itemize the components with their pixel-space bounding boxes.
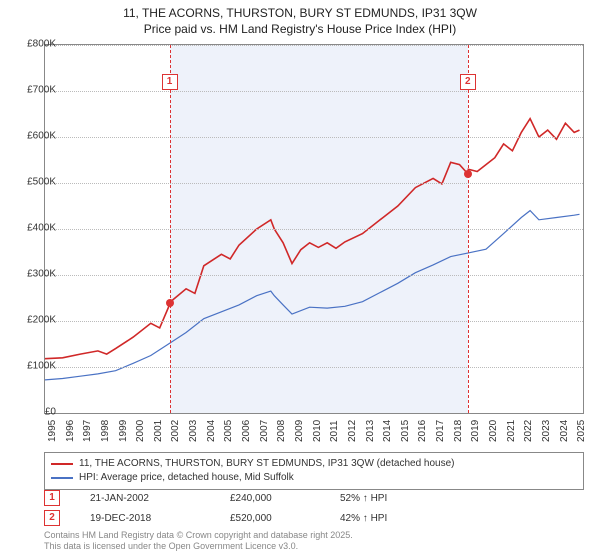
y-axis-label: £400K bbox=[27, 223, 56, 234]
sale-vline-1 bbox=[170, 45, 171, 413]
x-axis-label: 2001 bbox=[153, 420, 164, 442]
gridline-h bbox=[45, 137, 583, 138]
title-line2: Price paid vs. HM Land Registry's House … bbox=[0, 22, 600, 36]
y-axis-label: £500K bbox=[27, 177, 56, 188]
x-axis-label: 2020 bbox=[488, 420, 499, 442]
gridline-h bbox=[45, 367, 583, 368]
legend-swatch bbox=[51, 477, 73, 479]
x-axis-label: 2011 bbox=[329, 420, 340, 442]
x-axis-label: 2000 bbox=[135, 420, 146, 442]
x-axis-label: 2019 bbox=[470, 420, 481, 442]
x-axis-label: 2010 bbox=[312, 420, 323, 442]
x-axis-label: 1998 bbox=[100, 420, 111, 442]
x-axis-label: 2007 bbox=[259, 420, 270, 442]
legend-item: HPI: Average price, detached house, Mid … bbox=[51, 471, 577, 485]
x-axis-label: 2022 bbox=[523, 420, 534, 442]
sale-date: 19-DEC-2018 bbox=[90, 513, 200, 524]
sale-dot-1 bbox=[166, 299, 174, 307]
x-axis-label: 2017 bbox=[435, 420, 446, 442]
legend-swatch bbox=[51, 463, 73, 465]
sale-row-marker: 1 bbox=[44, 490, 60, 506]
footer-line2: This data is licensed under the Open Gov… bbox=[44, 541, 353, 552]
x-axis-label: 1999 bbox=[118, 420, 129, 442]
gridline-h bbox=[45, 183, 583, 184]
legend-item: 11, THE ACORNS, THURSTON, BURY ST EDMUND… bbox=[51, 457, 577, 471]
title-line1: 11, THE ACORNS, THURSTON, BURY ST EDMUND… bbox=[0, 6, 600, 20]
chart-container: 11, THE ACORNS, THURSTON, BURY ST EDMUND… bbox=[0, 0, 600, 560]
sale-pct: 52% ↑ HPI bbox=[340, 493, 430, 504]
x-axis-label: 2004 bbox=[206, 420, 217, 442]
x-axis-label: 1995 bbox=[47, 420, 58, 442]
x-axis-label: 2021 bbox=[506, 420, 517, 442]
series-property bbox=[45, 119, 580, 359]
x-axis-label: 2013 bbox=[365, 420, 376, 442]
plot-area: 12 bbox=[44, 44, 584, 414]
gridline-h bbox=[45, 321, 583, 322]
y-axis-label: £0 bbox=[45, 407, 56, 418]
gridline-h bbox=[45, 91, 583, 92]
footer-attribution: Contains HM Land Registry data © Crown c… bbox=[44, 530, 353, 552]
sale-row: 2 19-DEC-2018 £520,000 42% ↑ HPI bbox=[44, 510, 584, 526]
x-axis-label: 1997 bbox=[82, 420, 93, 442]
sale-marker-box-1: 1 bbox=[162, 74, 178, 90]
footer-line1: Contains HM Land Registry data © Crown c… bbox=[44, 530, 353, 541]
legend-box: 11, THE ACORNS, THURSTON, BURY ST EDMUND… bbox=[44, 452, 584, 490]
x-axis-label: 2006 bbox=[241, 420, 252, 442]
sales-table: 1 21-JAN-2002 £240,000 52% ↑ HPI 2 19-DEC-201… bbox=[44, 490, 584, 530]
x-axis-label: 2018 bbox=[453, 420, 464, 442]
sale-dot-2 bbox=[464, 170, 472, 178]
gridline-h bbox=[45, 229, 583, 230]
gridline-h bbox=[45, 275, 583, 276]
x-axis-label: 2014 bbox=[382, 420, 393, 442]
y-axis-label: £700K bbox=[27, 85, 56, 96]
y-axis-label: £800K bbox=[27, 39, 56, 50]
x-axis-label: 2012 bbox=[347, 420, 358, 442]
y-axis-label: £200K bbox=[27, 315, 56, 326]
x-axis-label: 2002 bbox=[170, 420, 181, 442]
sale-price: £520,000 bbox=[230, 513, 310, 524]
gridline-h bbox=[45, 45, 583, 46]
sale-vline-2 bbox=[468, 45, 469, 413]
legend-label: 11, THE ACORNS, THURSTON, BURY ST EDMUND… bbox=[79, 457, 455, 471]
x-axis-label: 1996 bbox=[65, 420, 76, 442]
y-axis-label: £600K bbox=[27, 131, 56, 142]
sale-price: £240,000 bbox=[230, 493, 310, 504]
x-axis-label: 2016 bbox=[417, 420, 428, 442]
x-axis-label: 2008 bbox=[276, 420, 287, 442]
series-hpi bbox=[45, 211, 580, 380]
y-axis-label: £300K bbox=[27, 269, 56, 280]
sale-pct: 42% ↑ HPI bbox=[340, 513, 430, 524]
sale-date: 21-JAN-2002 bbox=[90, 493, 200, 504]
title-block: 11, THE ACORNS, THURSTON, BURY ST EDMUND… bbox=[0, 0, 600, 36]
legend-label: HPI: Average price, detached house, Mid … bbox=[79, 471, 294, 485]
x-axis-label: 2003 bbox=[188, 420, 199, 442]
x-axis-label: 2025 bbox=[576, 420, 587, 442]
x-axis-label: 2005 bbox=[223, 420, 234, 442]
sale-marker-box-2: 2 bbox=[460, 74, 476, 90]
x-axis-label: 2024 bbox=[559, 420, 570, 442]
sale-row: 1 21-JAN-2002 £240,000 52% ↑ HPI bbox=[44, 490, 584, 506]
x-axis-label: 2023 bbox=[541, 420, 552, 442]
x-axis-label: 2009 bbox=[294, 420, 305, 442]
x-axis-label: 2015 bbox=[400, 420, 411, 442]
sale-row-marker: 2 bbox=[44, 510, 60, 526]
y-axis-label: £100K bbox=[27, 361, 56, 372]
